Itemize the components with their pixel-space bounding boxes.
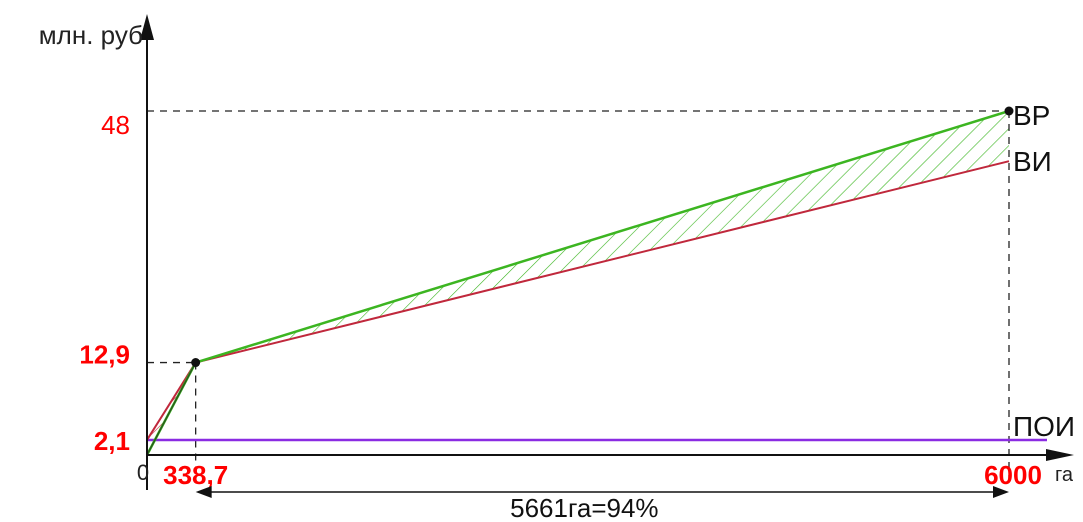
series-label: ВИ [1013, 146, 1052, 177]
key-point-0 [191, 358, 201, 368]
x-tick-label: 0 [137, 460, 149, 485]
guide-lines [147, 110, 1010, 482]
x-tick-label: 6000 [984, 460, 1042, 490]
y-tick-label: 2,1 [94, 426, 130, 456]
labels: млн. руб га 2,1 12,9 48 0 338,7 6000 ВР ВИ ПОИ 5661… [39, 20, 1075, 522]
key-point-1 [1004, 106, 1014, 116]
axes [140, 14, 1074, 490]
y-axis-arrow [140, 14, 154, 40]
y-tick-label: 12,9 [79, 340, 130, 370]
x-axis-arrow [1046, 449, 1074, 461]
series-label: ПОИ [1013, 411, 1075, 442]
series-lines [145, 106, 1047, 456]
x-tick-label: 338,7 [163, 460, 228, 490]
x-axis-title: га [1055, 464, 1074, 486]
annotation-arrow-left [195, 486, 212, 498]
annotation-text: 5661га=94% [510, 493, 658, 522]
y-tick-label: 48 [101, 110, 130, 140]
annotation-arrow-right [993, 486, 1009, 498]
hatched-areas [147, 111, 1009, 455]
y-axis-title: млн. руб [39, 20, 143, 50]
series-label: ВР [1013, 100, 1050, 131]
series-line-vi [146, 160, 1010, 441]
series-line-vr-start [146, 362, 197, 456]
